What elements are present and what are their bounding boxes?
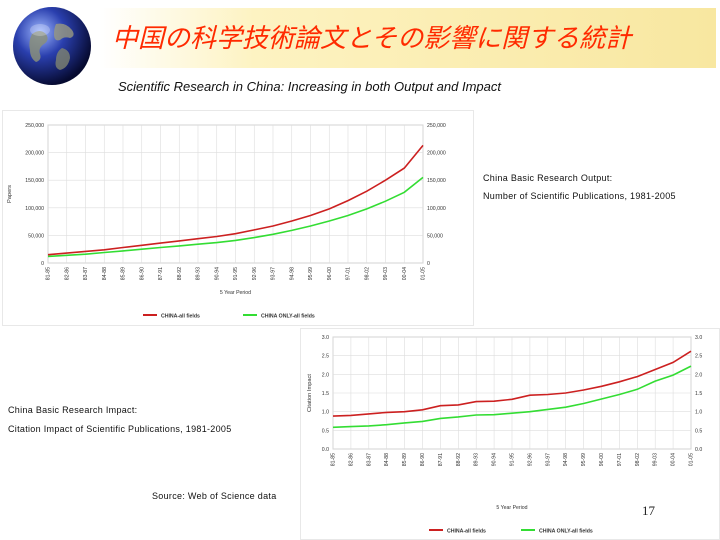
globe-icon xyxy=(13,7,91,85)
x-tick-label: 88-92 xyxy=(456,453,462,466)
x-tick-label: 87-91 xyxy=(158,267,164,280)
y-tick-label-right: 0.0 xyxy=(695,447,702,453)
x-tick-label: 01-05 xyxy=(689,453,695,466)
x-tick-label: 93-97 xyxy=(545,453,551,466)
series-line-china-only xyxy=(332,365,692,429)
y-tick-label-right: 3.0 xyxy=(695,335,702,341)
x-tick-label: 99-03 xyxy=(383,267,389,280)
x-tick-label: 84-88 xyxy=(102,267,108,280)
y-tick-label-right: 2.5 xyxy=(695,354,702,360)
x-tick-label: 90-94 xyxy=(492,453,498,466)
y-tick-label: 200,000 xyxy=(25,151,44,157)
slide-subtitle: Scientific Research in China: Increasing… xyxy=(118,79,501,94)
y-tick-label: 3.0 xyxy=(322,335,329,341)
x-tick-label: 81-85 xyxy=(331,453,337,466)
y-tick-label-right: 200,000 xyxy=(427,151,446,157)
source-note: Source: Web of Science data xyxy=(152,491,277,501)
x-tick-label: 96-00 xyxy=(599,453,605,466)
x-tick-label: 91-95 xyxy=(510,453,516,466)
y-tick-label: 2.0 xyxy=(322,372,329,378)
y-tick-label: 100,000 xyxy=(25,206,44,212)
legend-label: CHINA-all fields xyxy=(447,529,486,535)
x-tick-label: 99-03 xyxy=(653,453,659,466)
x-tick-label: 96-00 xyxy=(327,267,333,280)
x-tick-label: 91-95 xyxy=(233,267,239,280)
y-tick-label: 0 xyxy=(41,261,44,267)
x-tick-label: 83-87 xyxy=(83,267,89,280)
y-tick-label-right: 150,000 xyxy=(427,178,446,184)
series-line-china-all xyxy=(332,350,692,417)
x-tick-label: 97-01 xyxy=(617,453,623,466)
legend-label: CHINA ONLY-all fields xyxy=(261,314,315,320)
output-caption-line1: China Basic Research Output: xyxy=(483,173,613,183)
x-tick-label: 97-01 xyxy=(346,267,352,280)
output-line-chart: 0 0 50,000 50,000 100,000 100,000 150,000 150,0… xyxy=(7,123,446,320)
y-axis-title: Citation Impact xyxy=(307,374,313,412)
x-tick-label: 82-86 xyxy=(348,453,354,466)
y-tick-label-right: 50,000 xyxy=(427,233,443,239)
title-banner xyxy=(100,8,716,68)
x-tick-label: 95-99 xyxy=(308,267,314,280)
y-axis-title: Papers xyxy=(7,185,13,203)
series-line-china-only xyxy=(47,176,424,258)
impact-line-chart: 0.0 0.0 0.5 0.5 1.0 1.0 1.5 1.5 2.0 2.0 2.5 2.5 3.0 3… xyxy=(307,335,702,535)
x-tick-label: 87-91 xyxy=(438,453,444,466)
x-axis-title: 5 Year Period xyxy=(220,290,251,296)
x-tick-label: 83-87 xyxy=(366,453,372,466)
y-tick-label: 0.0 xyxy=(322,447,329,453)
x-tick-label: 92-96 xyxy=(252,267,258,280)
legend-label: CHINA-all fields xyxy=(161,314,200,320)
x-tick-label: 89-93 xyxy=(474,453,480,466)
x-tick-label: 01-05 xyxy=(421,267,427,280)
impact-caption-line1: China Basic Research Impact: xyxy=(8,405,138,415)
y-tick-label: 0.5 xyxy=(322,428,329,434)
x-tick-label: 94-98 xyxy=(289,267,295,280)
output-caption-line2: Number of Scientific Publications, 1981-… xyxy=(483,191,676,201)
x-tick-label: 93-97 xyxy=(271,267,277,280)
y-tick-label: 150,000 xyxy=(25,178,44,184)
x-axis-title: 5 Year Period xyxy=(496,505,527,511)
x-tick-label: 95-99 xyxy=(581,453,587,466)
page-number: 17 xyxy=(642,503,655,518)
x-tick-label: 84-88 xyxy=(384,453,390,466)
impact-caption-line2: Citation Impact of Scientific Publicatio… xyxy=(8,424,232,434)
x-tick-label: 85-89 xyxy=(402,453,408,466)
series-line-china-all xyxy=(47,144,424,256)
y-tick-label-right: 250,000 xyxy=(427,123,446,129)
y-tick-label-right: 100,000 xyxy=(427,206,446,212)
slide-title: 中国の科学技術論文とその影響に関する統計 xyxy=(112,24,632,54)
x-tick-label: 00-04 xyxy=(671,453,677,466)
y-tick-label-right: 1.5 xyxy=(695,391,702,397)
y-tick-label: 50,000 xyxy=(28,233,44,239)
x-tick-label: 86-90 xyxy=(139,267,145,280)
output-chart-panel: 0 0 50,000 50,000 100,000 100,000 150,000 150,0… xyxy=(2,110,474,326)
x-tick-label: 98-02 xyxy=(364,267,370,280)
impact-chart-panel: 0.0 0.0 0.5 0.5 1.0 1.0 1.5 1.5 2.0 2.0 2.5 2.5 3.0 3… xyxy=(300,328,720,540)
y-tick-label: 1.0 xyxy=(322,410,329,416)
x-tick-label: 98-02 xyxy=(635,453,641,466)
x-tick-label: 86-90 xyxy=(420,453,426,466)
legend-label: CHINA ONLY-all fields xyxy=(539,529,593,535)
y-tick-label: 250,000 xyxy=(25,123,44,129)
y-tick-label-right: 1.0 xyxy=(695,410,702,416)
x-tick-label: 82-86 xyxy=(64,267,70,280)
x-tick-label: 89-93 xyxy=(196,267,202,280)
x-tick-label: 94-98 xyxy=(563,453,569,466)
x-tick-label: 00-04 xyxy=(402,267,408,280)
y-tick-label: 2.5 xyxy=(322,354,329,360)
y-tick-label-right: 0.5 xyxy=(695,428,702,434)
x-tick-label: 88-92 xyxy=(177,267,183,280)
y-tick-label: 1.5 xyxy=(322,391,329,397)
x-tick-label: 85-89 xyxy=(121,267,127,280)
y-tick-label-right: 2.0 xyxy=(695,372,702,378)
y-tick-label-right: 0 xyxy=(427,261,430,267)
x-tick-label: 90-94 xyxy=(214,267,220,280)
x-tick-label: 92-96 xyxy=(527,453,533,466)
x-tick-label: 81-85 xyxy=(46,267,52,280)
